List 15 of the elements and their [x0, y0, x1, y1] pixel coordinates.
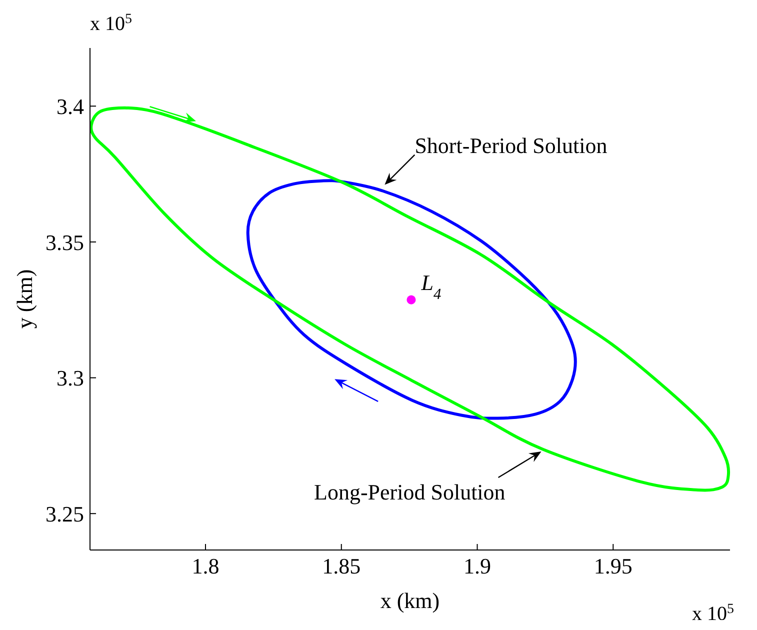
y-tick-label: 3.35 [46, 230, 84, 255]
x-tick-label: 1.95 [594, 554, 632, 579]
x-tick-label: 1.8 [192, 554, 220, 579]
text: x 10$^{5}$ [90, 12, 132, 35]
y-tick-label: 3.4 [56, 94, 84, 119]
x-axis-title: x (km) [380, 588, 440, 613]
annotation: Short-Period Solution [414, 132, 608, 158]
y-axis-title: y (km) [12, 269, 37, 329]
annotation: Long-Period Solution [314, 479, 506, 504]
y-tick-label: 3.3 [56, 366, 84, 391]
series-label: L$_{4}$ [420, 270, 442, 302]
y-tick-label: 3.25 [46, 501, 84, 526]
x-tick-label: 1.85 [322, 554, 361, 579]
text: x 10$^{5}$ [692, 602, 734, 625]
x-tick-label: 1.9 [464, 554, 492, 579]
